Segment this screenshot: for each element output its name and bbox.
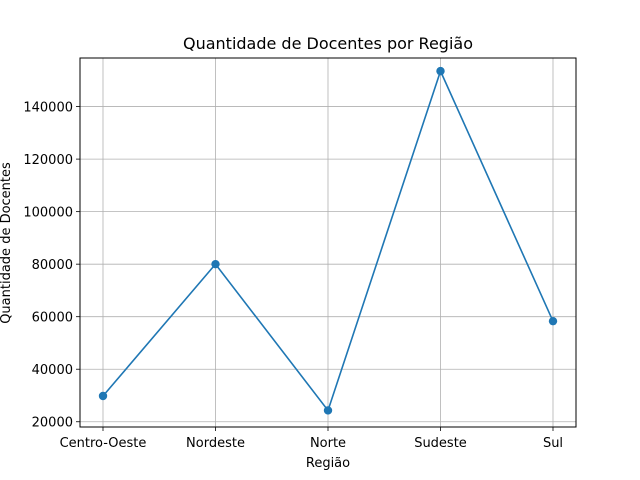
data-point	[548, 316, 558, 326]
y-tick-label: 140000	[23, 101, 73, 116]
x-tick-label: Norte	[310, 436, 346, 451]
x-tick-label: Centro-Oeste	[60, 436, 147, 451]
grid-lines	[80, 58, 576, 427]
y-tick-label: 60000	[32, 311, 73, 326]
y-tick-label: 80000	[32, 258, 73, 273]
chart-title: Quantidade de Docentes por Região	[183, 34, 473, 53]
x-tick-label: Sul	[543, 436, 563, 451]
x-axis-ticks: Centro-Oeste Nordeste Norte Sudeste Sul	[60, 427, 563, 451]
data-point	[436, 66, 445, 76]
x-axis-label: Região	[306, 456, 350, 471]
y-tick-label: 40000	[32, 363, 73, 378]
y-axis-label: Quantidade de Docentes	[0, 162, 14, 324]
data-point	[98, 391, 108, 401]
data-point	[323, 406, 333, 415]
x-tick-label: Nordeste	[186, 436, 245, 451]
y-tick-label: 100000	[23, 206, 73, 221]
series-layer	[98, 66, 558, 415]
x-tick-label: Sudeste	[414, 436, 467, 451]
y-axis-ticks: 20000 40000 60000 80000 100000 120000 140000	[23, 101, 80, 431]
y-tick-label: 120000	[23, 153, 73, 168]
data-point	[211, 259, 220, 269]
y-tick-label: 20000	[32, 416, 73, 431]
